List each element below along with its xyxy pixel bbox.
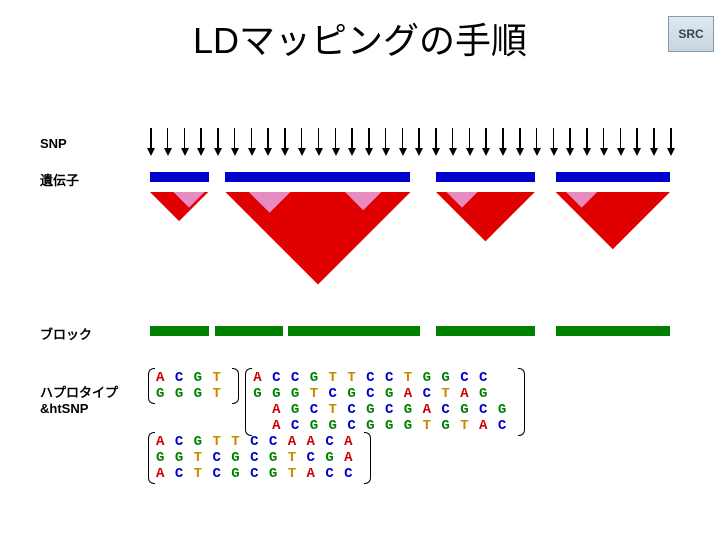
- haplotype-row: G G G T: [156, 386, 231, 402]
- block-bar: [436, 326, 535, 336]
- snp-arrow: [251, 128, 253, 150]
- ld-triangles: [150, 192, 670, 292]
- snp-arrow: [150, 128, 152, 150]
- block-bar: [556, 326, 670, 336]
- haplotype-row: A C G G C G G G T G T A C: [253, 418, 516, 434]
- haplotype-row: A C G T T C C A A C A: [156, 434, 363, 450]
- haplotype-row: A C C G T T C C T G G C C: [253, 370, 516, 386]
- snp-arrow: [385, 128, 387, 150]
- snp-arrow: [301, 128, 303, 150]
- snp-arrow: [435, 128, 437, 150]
- snp-arrow: [536, 128, 538, 150]
- block-bar: [215, 326, 283, 336]
- snp-arrow: [502, 128, 504, 150]
- snp-arrow: [200, 128, 202, 150]
- snp-arrow: [418, 128, 420, 150]
- snp-arrow: [469, 128, 471, 150]
- haplotype-row: G G G T C G C G A C T A G: [253, 386, 516, 402]
- gene-bar: [150, 172, 209, 182]
- snp-arrow: [452, 128, 454, 150]
- snp-arrow: [217, 128, 219, 150]
- gene-bars: [150, 172, 670, 182]
- snp-arrow: [184, 128, 186, 150]
- snp-arrow: [653, 128, 655, 150]
- gene-bar: [556, 172, 670, 182]
- snp-arrow: [620, 128, 622, 150]
- label-gene: 遺伝子: [40, 170, 79, 189]
- snp-arrow: [402, 128, 404, 150]
- label-block: ブロック: [40, 324, 92, 343]
- block-bars: [150, 326, 670, 336]
- snp-arrow: [670, 128, 672, 150]
- gene-bar: [225, 172, 410, 182]
- snp-arrow: [167, 128, 169, 150]
- snp-arrow: [318, 128, 320, 150]
- snp-arrow: [368, 128, 370, 150]
- snp-arrow: [284, 128, 286, 150]
- snp-arrows: [150, 128, 670, 162]
- haplotype-row: A C G T: [156, 370, 231, 386]
- haplotype-group: A C G T G G G T: [150, 370, 237, 402]
- snp-arrow: [636, 128, 638, 150]
- snp-arrow: [569, 128, 571, 150]
- logo-badge: SRC: [668, 16, 714, 52]
- label-haplotype: ハプロタイプ &htSNP: [40, 382, 118, 416]
- page-title: LDマッピングの手順: [0, 12, 720, 64]
- snp-arrow: [234, 128, 236, 150]
- label-snp: SNP: [40, 136, 67, 151]
- haplotype-groups: A C G T G G G T A C C G T T C C T G G C …: [150, 370, 670, 482]
- block-bar: [288, 326, 421, 336]
- haplotype-row: G G T C G C G T C G A: [156, 450, 363, 466]
- snp-arrow: [603, 128, 605, 150]
- snp-arrow: [267, 128, 269, 150]
- snp-arrow: [586, 128, 588, 150]
- block-bar: [150, 326, 209, 336]
- haplotype-group: A C C G T T C C T G G C C G G G T C G C …: [247, 370, 522, 434]
- haplotype-row: A C T C G C G T A C C: [156, 466, 363, 482]
- snp-arrow: [553, 128, 555, 150]
- snp-arrow: [485, 128, 487, 150]
- snp-arrow: [519, 128, 521, 150]
- haplotype-row: A G C T C G C G A C G C G: [253, 402, 516, 418]
- haplotype-group: A C G T T C C A A C A G G T C G C G T C …: [150, 434, 369, 482]
- snp-arrow: [351, 128, 353, 150]
- snp-arrow: [335, 128, 337, 150]
- gene-bar: [436, 172, 535, 182]
